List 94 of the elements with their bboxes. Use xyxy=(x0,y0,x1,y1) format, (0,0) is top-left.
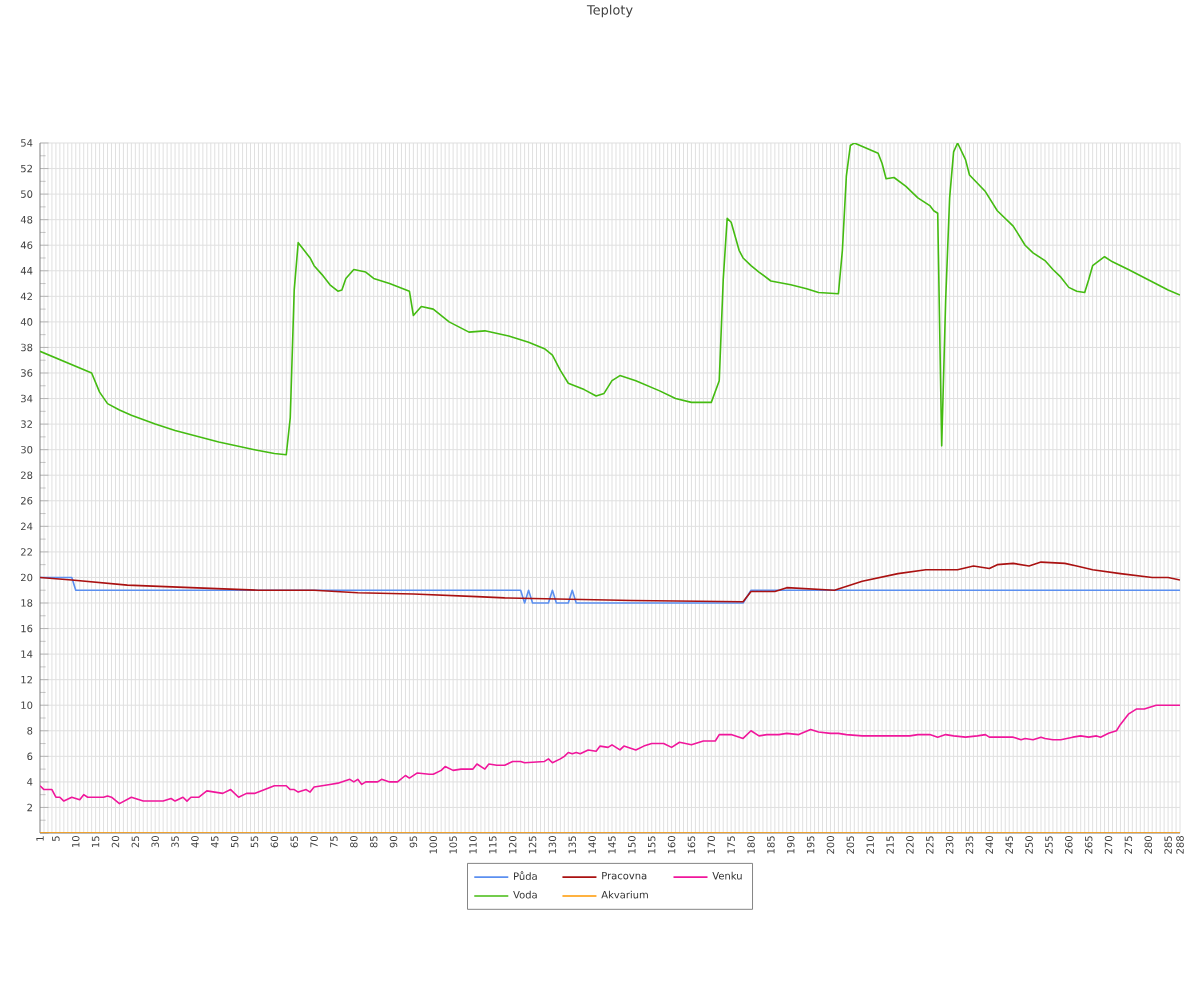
x-tick-label: 288 xyxy=(1176,836,1184,854)
x-tick-label: 80 xyxy=(350,836,358,848)
x-tick-label: 220 xyxy=(906,836,914,854)
x-tick-label: 35 xyxy=(171,836,179,848)
y-tick-label: 42 xyxy=(20,292,32,301)
y-tick-label: 22 xyxy=(21,548,32,556)
x-tick-label: 135 xyxy=(568,836,577,854)
x-tick-label: 5 xyxy=(52,836,60,841)
y-tick-label: 18 xyxy=(21,599,33,607)
x-tick-label: 105 xyxy=(449,836,457,854)
legend-label: Venku xyxy=(712,871,742,880)
x-tick-label: 85 xyxy=(369,836,378,848)
x-tick-label: 110 xyxy=(469,836,477,854)
y-tick-label: 6 xyxy=(27,752,33,761)
x-tick-label: 280 xyxy=(1144,836,1153,854)
legend-label: Pracovna xyxy=(602,871,647,880)
x-tick-label: 205 xyxy=(846,836,855,854)
line-series xyxy=(40,142,1181,456)
chart-title: Teploty xyxy=(586,4,633,18)
x-tick-label: 1 xyxy=(36,836,44,841)
y-tick-label: 24 xyxy=(21,522,33,531)
x-tick-label: 15 xyxy=(91,836,100,847)
x-tick-label: 285 xyxy=(1164,836,1172,854)
x-tick-label: 170 xyxy=(707,836,716,854)
x-tick-label: 225 xyxy=(925,836,934,854)
y-tick-label: 36 xyxy=(21,369,33,377)
x-tick-label: 165 xyxy=(687,836,696,854)
x-tick-label: 150 xyxy=(628,836,636,854)
x-tick-label: 245 xyxy=(1005,836,1013,854)
x-tick-label: 195 xyxy=(806,836,815,854)
x-tick-label: 140 xyxy=(588,836,596,854)
x-tick-label: 185 xyxy=(767,836,775,854)
y-tick-label: 48 xyxy=(20,215,33,224)
y-tick-label: 26 xyxy=(21,497,33,505)
legend-label: Voda xyxy=(513,890,537,899)
x-tick-label: 240 xyxy=(985,836,994,854)
y-tick-label: 8 xyxy=(27,727,33,735)
x-tick-label: 30 xyxy=(151,836,159,848)
x-tick-label: 265 xyxy=(1084,836,1093,854)
x-tick-label: 180 xyxy=(747,836,755,854)
x-tick-label: 95 xyxy=(409,836,418,848)
x-tick-label: 75 xyxy=(330,836,338,848)
y-tick-label: 2 xyxy=(27,803,32,812)
x-tick-label: 175 xyxy=(727,836,735,854)
y-tick-label: 28 xyxy=(21,471,33,479)
y-tick-label: 54 xyxy=(21,139,33,147)
x-tick-label: 100 xyxy=(429,836,438,854)
y-tick-label: 20 xyxy=(21,573,33,582)
x-tick-label: 125 xyxy=(528,836,537,854)
y-tick-label: 14 xyxy=(21,650,33,658)
x-tick-label: 160 xyxy=(667,836,676,854)
y-tick-label: 10 xyxy=(21,701,33,709)
x-tick-label: 230 xyxy=(945,836,954,854)
y-tick-label: 40 xyxy=(20,318,33,326)
y-tick-label: 50 xyxy=(21,190,33,198)
x-tick-label: 275 xyxy=(1124,836,1133,854)
x-tick-label: 20 xyxy=(111,836,120,848)
x-tick-label: 115 xyxy=(489,836,497,854)
y-tick-label: 16 xyxy=(21,624,33,633)
x-tick-label: 215 xyxy=(886,836,894,854)
x-tick-label: 255 xyxy=(1045,836,1053,854)
x-tick-label: 90 xyxy=(389,836,398,848)
y-tick-label: 38 xyxy=(21,343,33,352)
y-tick-label: 30 xyxy=(21,445,33,454)
x-tick-label: 120 xyxy=(508,836,517,854)
y-tick-label: 46 xyxy=(20,241,33,249)
x-tick-label: 130 xyxy=(548,836,557,854)
y-tick-label: 12 xyxy=(21,675,32,684)
x-tick-label: 235 xyxy=(965,836,974,854)
x-tick-label: 145 xyxy=(608,836,616,854)
x-tick-label: 70 xyxy=(310,836,318,848)
x-tick-label: 200 xyxy=(826,836,835,854)
y-tick-label: 34 xyxy=(21,394,33,403)
x-tick-label: 45 xyxy=(211,836,219,848)
x-tick-label: 40 xyxy=(191,836,199,848)
x-tick-label: 50 xyxy=(230,836,239,848)
line-series xyxy=(40,561,1181,603)
x-tick-label: 250 xyxy=(1025,836,1033,854)
y-tick-label: 32 xyxy=(21,420,32,428)
x-tick-label: 270 xyxy=(1104,836,1113,854)
y-tick-label: 52 xyxy=(21,164,32,173)
x-tick-label: 210 xyxy=(866,836,874,854)
legend-label: Akvarium xyxy=(601,890,648,899)
x-tick-label: 25 xyxy=(131,836,140,848)
y-tick-label: 4 xyxy=(27,778,33,786)
x-tick-label: 190 xyxy=(786,836,795,854)
x-tick-label: 260 xyxy=(1065,836,1073,854)
y-tick-label: 44 xyxy=(20,267,33,275)
x-tick-label: 60 xyxy=(270,836,279,848)
x-tick-label: 55 xyxy=(250,836,259,848)
x-tick-label: 10 xyxy=(71,836,80,847)
legend-label: Půda xyxy=(514,871,537,880)
x-tick-label: 65 xyxy=(290,836,298,848)
x-tick-label: 155 xyxy=(648,836,656,854)
